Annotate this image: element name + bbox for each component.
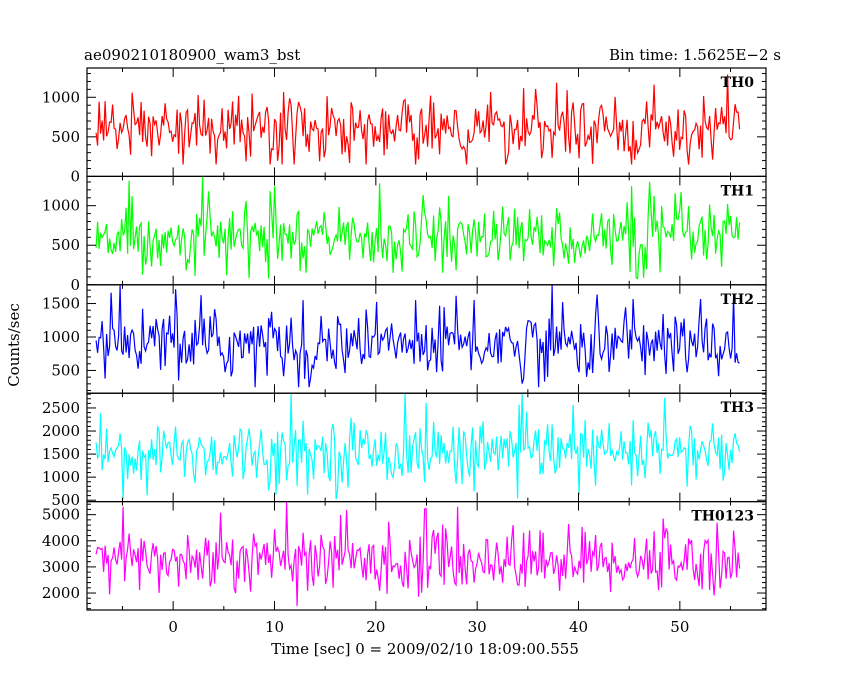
y-tick-label: 500	[51, 361, 80, 379]
y-tick-label: 2500	[42, 399, 80, 417]
y-tick-label: 3000	[42, 558, 80, 576]
y-tick-label: 500	[51, 236, 80, 254]
panel-th2: 500 1000 1500 TH2	[42, 284, 767, 394]
series-line-th0123	[95, 502, 741, 607]
y-tick-label: 1000	[42, 88, 80, 106]
chart-title-right: Bin time: 1.5625E−2 s	[609, 46, 781, 64]
y-tick-label: 1500	[42, 445, 80, 463]
panel-frame	[86, 175, 767, 286]
x-axis-title: Time [sec] 0 = 2009/02/10 18:09:00.555	[271, 640, 579, 658]
y-tick-label: 500	[51, 491, 80, 509]
panel-th1: 0 500 1000 TH1	[42, 175, 767, 294]
x-tick-label: 30	[468, 618, 487, 636]
series-line-th2	[95, 285, 740, 388]
x-tick-label: 50	[670, 618, 689, 636]
series-line-th0	[95, 74, 741, 165]
chart-title-left: ae090210180900_wam3_bst	[84, 46, 300, 64]
x-tick-label: 20	[366, 618, 385, 636]
y-tick-label: 4000	[42, 532, 80, 550]
y-tick-label: 2000	[42, 422, 80, 440]
y-axis-title: Counts/sec	[5, 303, 23, 387]
x-tick-label: 0	[168, 618, 178, 636]
y-tick-label: 0	[70, 276, 80, 294]
series-label-th0123: TH0123	[691, 509, 754, 525]
panel-th0: 0 500 1000 TH0	[42, 67, 767, 185]
y-tick-label: 1000	[42, 197, 80, 215]
x-tick-label: 10	[265, 618, 284, 636]
series-label-th1: TH1	[721, 183, 754, 199]
y-tick-label: 1000	[42, 328, 80, 346]
series-line-th3	[95, 393, 741, 500]
series-label-th3: TH3	[721, 400, 754, 416]
y-tick-label: 2000	[42, 584, 80, 602]
series-line-th1	[95, 176, 741, 280]
panel-th0123: 2000 3000 4000 5000 TH0123	[42, 501, 767, 611]
y-tick-label: 1500	[42, 295, 80, 313]
y-tick-label: 1000	[42, 468, 80, 486]
series-label-th0: TH0	[721, 75, 755, 91]
y-tick-label: 0	[70, 167, 80, 185]
y-tick-label: 500	[51, 128, 80, 146]
x-tick-label: 40	[569, 618, 588, 636]
series-label-th2: TH2	[721, 292, 754, 308]
panel-th3: 500 1000 1500 2000 2500 TH3	[42, 392, 767, 509]
panel-frame	[86, 67, 767, 178]
y-tick-label: 5000	[42, 506, 80, 524]
